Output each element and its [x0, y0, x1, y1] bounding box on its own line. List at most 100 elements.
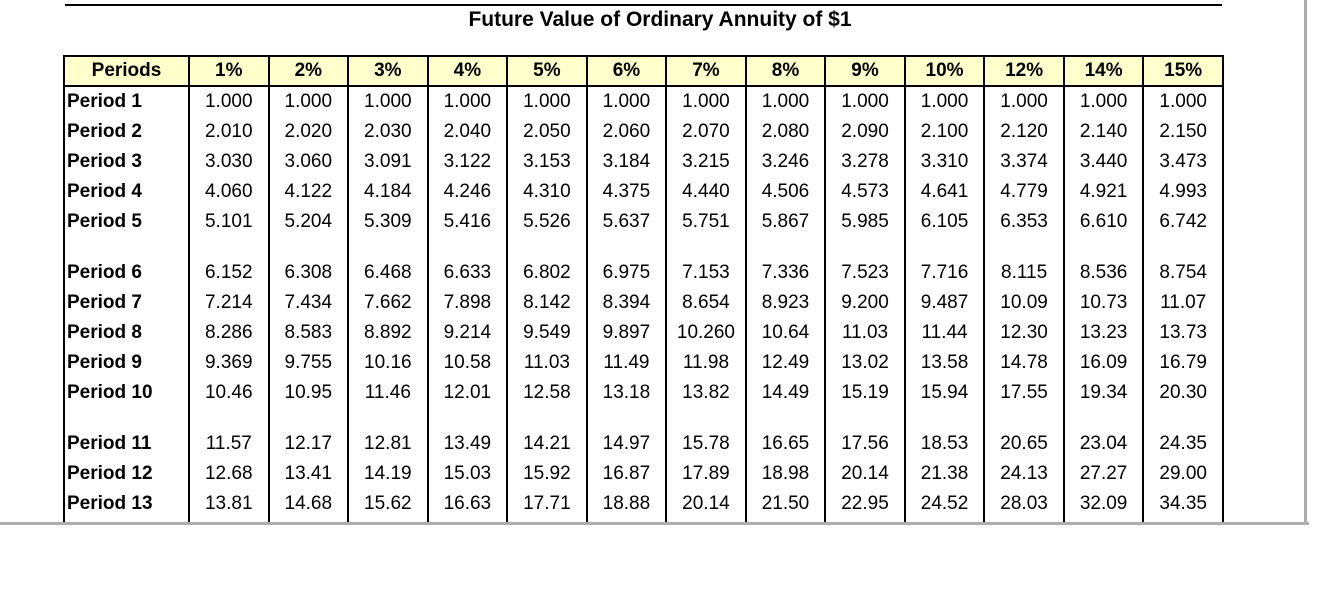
value-cell: 17.56: [824, 429, 906, 459]
spacer-cell: [1142, 519, 1224, 522]
value-cell: 16.09: [1062, 348, 1145, 378]
value-cell: 21.38: [903, 459, 986, 489]
spacer-cell: [63, 408, 190, 429]
value-cell: 3.153: [506, 147, 588, 177]
table-row: Period 13 13.81 14.68 15.62 16.63 17.71 18.88 2…: [63, 489, 1224, 519]
value-cell: 29.00: [1142, 459, 1224, 489]
value-cell: 15.92: [506, 459, 588, 489]
value-cell: 8.115: [983, 258, 1065, 288]
value-cell: 1.000: [506, 86, 588, 117]
table-row: Period 11 11.57 12.17 12.81 13.49 14.21 14.97 1…: [63, 429, 1224, 459]
row-label: Period 4: [63, 177, 190, 207]
table-row: Period 5 5.101 5.204 5.309 5.416 5.526 5.637 5.…: [63, 207, 1224, 237]
value-cell: 12.49: [744, 348, 827, 378]
value-cell: 16.87: [585, 459, 668, 489]
row-label: Period 13: [63, 489, 190, 519]
rate-column-header: 6%: [585, 55, 668, 87]
spacer-cell: [347, 237, 429, 258]
spacer-cell: [903, 408, 986, 429]
value-cell: 6.105: [903, 207, 986, 237]
value-cell: 5.867: [744, 207, 827, 237]
spacer-row: [63, 408, 1224, 429]
spacer-cell: [665, 237, 747, 258]
table-title: Future Value of Ordinary Annuity of $1: [468, 8, 852, 31]
value-cell: 1.000: [824, 86, 906, 117]
spacer-cell: [426, 408, 509, 429]
spacer-cell: [188, 408, 270, 429]
row-label: Period 3: [63, 147, 190, 177]
value-cell: 9.897: [585, 318, 668, 348]
spacer-cell: [744, 408, 827, 429]
value-cell: 13.73: [1142, 318, 1224, 348]
value-cell: 16.79: [1142, 348, 1224, 378]
value-cell: 22.95: [824, 489, 906, 519]
row-label: Period 1: [63, 86, 190, 117]
spacer-cell: [188, 237, 270, 258]
value-cell: 11.49: [585, 348, 668, 378]
value-cell: 2.060: [585, 117, 668, 147]
value-cell: 13.81: [188, 489, 270, 519]
table-row: Period 9 9.369 9.755 10.16 10.58 11.03 11.49 11…: [63, 348, 1224, 378]
value-cell: 17.71: [506, 489, 588, 519]
value-cell: 6.468: [347, 258, 429, 288]
value-cell: 21.50: [744, 489, 827, 519]
row-label: Period 6: [63, 258, 190, 288]
spacer-cell: [1062, 408, 1145, 429]
table-row: Period 12 12.68 13.41 14.19 15.03 15.92 16.87 1…: [63, 459, 1224, 489]
row-label: Period 8: [63, 318, 190, 348]
spacer-row: [63, 237, 1224, 258]
value-cell: 3.440: [1062, 147, 1145, 177]
value-cell: 1.000: [188, 86, 270, 117]
spacer-cell: [983, 237, 1065, 258]
rate-column-header: 1%: [188, 55, 270, 87]
periods-column-header: Periods: [63, 55, 190, 87]
spacer-cell: [347, 519, 429, 522]
value-cell: 7.336: [744, 258, 827, 288]
spacer-cell: [585, 408, 668, 429]
rate-column-header: 9%: [824, 55, 906, 87]
value-cell: 2.070: [665, 117, 747, 147]
value-cell: 20.65: [983, 429, 1065, 459]
value-cell: 1.000: [267, 86, 350, 117]
value-cell: 5.985: [824, 207, 906, 237]
value-cell: 3.473: [1142, 147, 1224, 177]
value-cell: 5.526: [506, 207, 588, 237]
value-cell: 4.122: [267, 177, 350, 207]
table-row: Period 3 3.030 3.060 3.091 3.122 3.153 3.184 3.…: [63, 147, 1224, 177]
value-cell: 2.040: [426, 117, 509, 147]
value-cell: 3.122: [426, 147, 509, 177]
value-cell: 9.369: [188, 348, 270, 378]
value-cell: 4.060: [188, 177, 270, 207]
rate-column-header: 2%: [267, 55, 350, 87]
value-cell: 10.95: [267, 378, 350, 408]
value-cell: 7.434: [267, 288, 350, 318]
value-cell: 13.23: [1062, 318, 1145, 348]
value-cell: 8.394: [585, 288, 668, 318]
value-cell: 1.000: [426, 86, 509, 117]
value-cell: 13.58: [903, 348, 986, 378]
spacer-cell: [506, 237, 588, 258]
value-cell: 1.000: [1062, 86, 1145, 117]
value-cell: 1.000: [347, 86, 429, 117]
value-cell: 8.583: [267, 318, 350, 348]
value-cell: 34.35: [1142, 489, 1224, 519]
value-cell: 24.13: [983, 459, 1065, 489]
rate-column-header: 12%: [983, 55, 1065, 87]
value-cell: 12.68: [188, 459, 270, 489]
spacer-cell: [824, 519, 906, 522]
rate-column-header: 10%: [903, 55, 986, 87]
value-cell: 4.779: [983, 177, 1065, 207]
value-cell: 2.020: [267, 117, 350, 147]
value-cell: 6.633: [426, 258, 509, 288]
value-cell: 9.214: [426, 318, 509, 348]
row-label: Period 12: [63, 459, 190, 489]
spacer-cell: [744, 519, 827, 522]
value-cell: 3.278: [824, 147, 906, 177]
value-cell: 5.751: [665, 207, 747, 237]
value-cell: 6.802: [506, 258, 588, 288]
table-row: Period 4 4.060 4.122 4.184 4.246 4.310 4.375 4.…: [63, 177, 1224, 207]
value-cell: 2.150: [1142, 117, 1224, 147]
value-cell: 12.01: [426, 378, 509, 408]
spacer-cell: [63, 237, 190, 258]
rate-column-header: 8%: [744, 55, 827, 87]
